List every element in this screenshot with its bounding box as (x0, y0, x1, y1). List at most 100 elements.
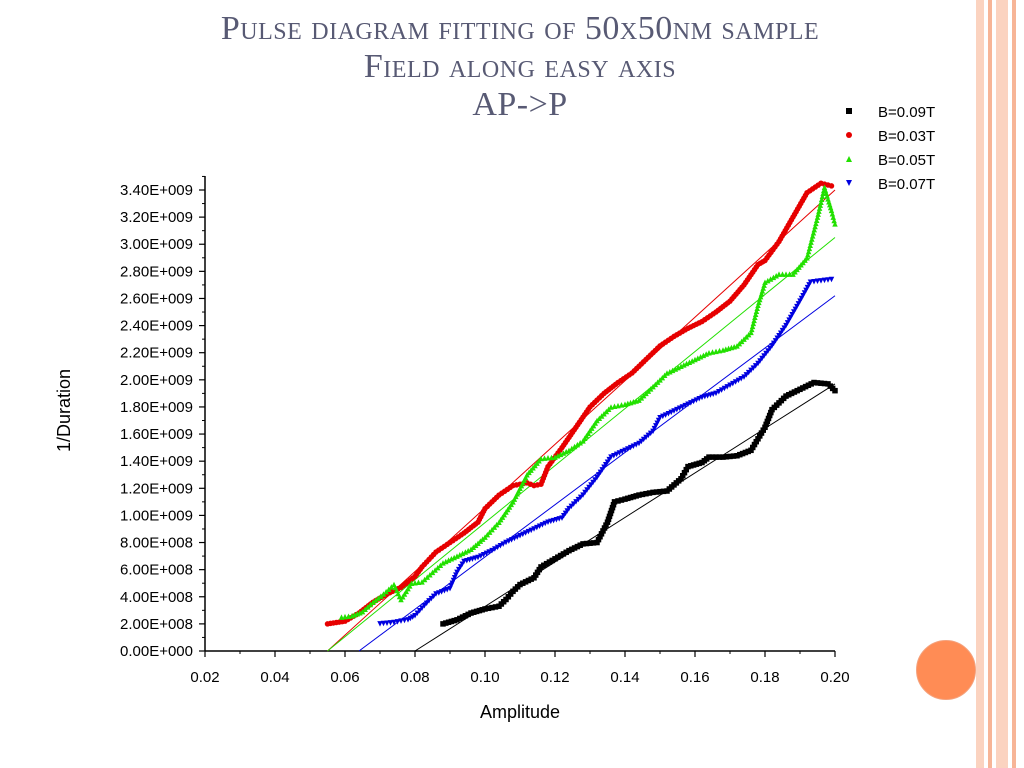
triangle-marker (713, 390, 719, 397)
triangle-marker (750, 320, 757, 327)
triangle-marker (676, 405, 683, 412)
square-marker (696, 460, 702, 467)
square-marker (716, 454, 723, 460)
square-marker (660, 488, 667, 495)
triangle-marker (575, 496, 582, 503)
square-marker (709, 454, 716, 460)
triangle-marker (421, 603, 428, 609)
square-marker (797, 386, 803, 393)
y-tick-label: 3.00E+009 (120, 236, 193, 253)
triangle-marker (671, 408, 677, 414)
square-marker (737, 451, 743, 458)
triangle-marker (724, 384, 730, 390)
triangle-marker (750, 365, 757, 371)
square-marker (571, 545, 578, 551)
square-marker (468, 610, 474, 616)
triangle-marker (412, 612, 418, 619)
legend-marker (846, 108, 852, 114)
triangle-marker (745, 369, 752, 376)
square-marker (720, 454, 726, 460)
triangle-marker (497, 543, 504, 549)
triangle-marker (423, 600, 430, 607)
triangle-marker (821, 277, 828, 284)
y-tick-label: 1.40E+009 (120, 453, 193, 470)
triangle-marker (660, 413, 666, 420)
legend-marker (846, 180, 852, 186)
x-tick-label: 0.12 (540, 669, 569, 686)
triangle-marker (627, 444, 634, 451)
triangle-marker (755, 302, 761, 308)
triangle-marker (566, 505, 572, 512)
triangle-marker (721, 385, 728, 392)
triangle-marker (534, 524, 540, 531)
square-marker (543, 560, 550, 567)
triangle-marker (743, 372, 750, 378)
triangle-marker (811, 278, 817, 285)
triangle-marker (754, 305, 760, 312)
square-marker (520, 580, 526, 586)
triangle-marker (832, 221, 838, 227)
x-tick-label: 0.08 (400, 669, 429, 686)
triangle-marker (387, 620, 394, 626)
triangle-marker (762, 279, 768, 285)
square-marker (657, 488, 663, 495)
triangle-marker (372, 597, 379, 603)
triangle-marker (761, 282, 767, 288)
triangle-marker (630, 443, 637, 450)
square-marker (750, 444, 756, 451)
square-marker (611, 499, 618, 505)
square-marker (791, 389, 798, 395)
square-marker (755, 436, 761, 442)
x-axis-label: Amplitude (480, 702, 560, 722)
square-marker (549, 557, 555, 564)
triangle-marker (779, 271, 786, 277)
triangle-marker (520, 531, 526, 538)
square-marker (445, 619, 452, 626)
triangle-marker (416, 608, 423, 614)
square-marker (525, 577, 532, 584)
triangle-marker (776, 271, 782, 277)
y-tick-label: 2.60E+009 (120, 290, 193, 307)
triangle-marker (528, 527, 534, 534)
decorative-stripe (988, 0, 992, 768)
data-series (440, 379, 838, 627)
square-marker (742, 449, 749, 456)
triangle-marker (767, 276, 774, 282)
y-tick-label: 8.00E+008 (120, 535, 193, 552)
triangle-marker (414, 610, 421, 617)
square-marker (763, 421, 769, 428)
triangle-marker (753, 308, 760, 315)
triangle-marker (804, 255, 810, 261)
triangle-marker (380, 620, 387, 627)
square-marker (517, 581, 523, 588)
triangle-marker (568, 503, 575, 510)
axis-ticks: 0.02 0.04 0.06 0.08 0.10 0.12 0.14 0.16 0.18 0.20… (120, 175, 850, 686)
triangle-marker (517, 533, 523, 539)
square-marker (627, 494, 634, 501)
square-marker (805, 382, 812, 388)
triangle-marker (475, 554, 481, 561)
triangle-marker (511, 535, 518, 542)
square-marker (471, 609, 477, 615)
triangle-marker (622, 447, 628, 454)
legend-entry: B=0.05T (878, 152, 935, 169)
x-tick-label: 0.10 (470, 669, 499, 686)
triangle-marker (426, 598, 432, 604)
square-marker (448, 618, 455, 625)
triangle-marker (365, 604, 371, 610)
triangle-marker (378, 593, 384, 599)
square-marker (800, 385, 806, 391)
triangle-marker (730, 380, 736, 387)
triangle-marker (765, 277, 771, 284)
square-marker (734, 453, 740, 459)
decorative-stripe (996, 0, 1008, 768)
triangle-marker (752, 363, 759, 369)
triangle-marker (494, 544, 501, 551)
triangle-marker (432, 567, 438, 573)
triangle-marker (573, 499, 579, 505)
triangle-marker (437, 562, 444, 568)
square-marker (595, 536, 602, 543)
square-marker (528, 576, 534, 582)
square-marker (680, 473, 686, 479)
y-tick-label: 1.00E+009 (120, 507, 193, 524)
